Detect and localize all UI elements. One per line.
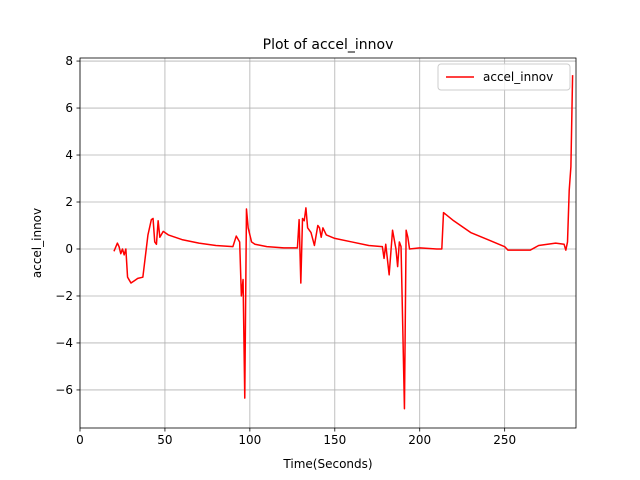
y-axis-label: accel_innov [30,208,44,278]
x-tick-label: 250 [493,433,516,447]
legend-label: accel_innov [483,70,553,84]
x-tick-label: 50 [157,433,172,447]
x-tick-label: 0 [76,433,84,447]
x-tick-label: 100 [238,433,261,447]
y-tick-label: −4 [55,336,73,350]
y-tick-label: 2 [65,195,73,209]
x-axis-label: Time(Seconds) [282,457,372,471]
y-tick-label: −2 [55,289,73,303]
y-tick-label: 6 [65,101,73,115]
y-tick-label: 4 [65,148,73,162]
x-tick-label: 150 [323,433,346,447]
x-tick-label: 200 [408,433,431,447]
legend-box [437,63,571,91]
chart-title: Plot of accel_innov [263,37,394,53]
y-tick-label: 8 [65,54,73,68]
y-tick-label: 0 [65,242,73,256]
y-tick-label: −6 [55,383,73,397]
line-series [113,75,574,410]
plot-frame [79,57,577,429]
